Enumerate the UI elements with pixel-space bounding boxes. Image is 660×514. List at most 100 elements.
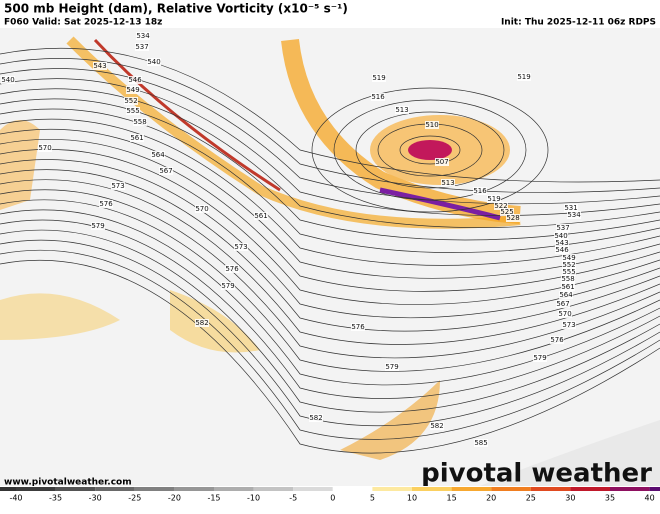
contour-label: 579 (221, 282, 234, 290)
label-bg (126, 107, 140, 115)
label-bg (91, 222, 105, 230)
colorbar-tick-label: -20 (168, 494, 181, 503)
colorbar-tick-label: 40 (645, 494, 655, 503)
contour-label: 537 (135, 43, 148, 51)
label-bg (558, 310, 572, 318)
contour-line (0, 239, 660, 427)
contour-label: 537 (556, 224, 569, 232)
contour-line (0, 169, 660, 332)
label-bg (562, 261, 576, 269)
vorticity-core (379, 187, 501, 221)
contour-label: 516 (371, 93, 385, 101)
label-bg (385, 363, 399, 371)
label-bg (254, 212, 268, 220)
colorbar-cell (332, 487, 373, 491)
contour-label: 570 (558, 310, 571, 318)
colorbar-tick-label: -25 (128, 494, 141, 503)
contour-label: 549 (126, 86, 139, 94)
land-shade (0, 28, 660, 486)
colorbar-cell (174, 487, 214, 491)
contour-label: 576 (351, 323, 365, 331)
contour-line (0, 189, 660, 359)
label-bg (133, 118, 147, 126)
colorbar-tick-label: 5 (370, 494, 375, 503)
contour-line (0, 78, 660, 216)
contour-label: 561 (254, 212, 267, 220)
label-bg (500, 208, 514, 216)
label-bg (225, 265, 239, 273)
contour-label: 543 (555, 239, 568, 247)
label-bg (395, 106, 409, 114)
colorbar-cell (134, 487, 175, 491)
colorbar-cell (649, 487, 660, 491)
contour-label: 558 (133, 118, 146, 126)
label-bg (111, 182, 125, 190)
vorticity-band (66, 36, 521, 229)
contour-label: 507 (435, 158, 448, 166)
colorbar-cell (570, 487, 610, 491)
colorbar-tick-label: 10 (407, 494, 417, 503)
height-contours (0, 47, 660, 454)
contour-ring (333, 99, 527, 201)
vorticity-area (170, 290, 260, 353)
label-bg (559, 291, 573, 299)
contour-line (0, 138, 660, 292)
contour-line (0, 249, 660, 440)
colorbar-cell (491, 487, 531, 491)
label-bg (494, 202, 508, 210)
colorbar-tick-label: -30 (89, 494, 102, 503)
contour-line (0, 128, 660, 279)
contour-label: 510 (425, 121, 438, 129)
colorbar-cell (451, 487, 492, 491)
label-bg (562, 254, 576, 262)
contour-label: 522 (494, 202, 507, 210)
contour-label: 531 (564, 204, 577, 212)
label-bg (425, 121, 439, 129)
colorbar-tick-label: 25 (526, 494, 536, 503)
contour-label: 567 (159, 167, 172, 175)
label-bg (38, 144, 52, 152)
contour-line (0, 108, 660, 253)
contour-line (0, 118, 660, 266)
contour-label: 540 (147, 58, 160, 66)
contour-label: 558 (561, 275, 574, 283)
contour-line (0, 58, 660, 193)
colorbar: -40-35-30-25-20-15-10-505101520253035404… (0, 486, 660, 510)
colorbar-tick-label: -5 (289, 494, 297, 503)
vorticity-max (408, 140, 452, 160)
contour-ring (399, 135, 461, 165)
label-bg (124, 97, 138, 105)
contour-line (0, 260, 660, 454)
label-bg (550, 336, 564, 344)
colorbar-cell (253, 487, 294, 491)
label-bg (561, 283, 575, 291)
contour-line (0, 98, 660, 241)
contour-label: 585 (474, 439, 487, 447)
label-bg (487, 195, 501, 203)
label-bg (506, 214, 520, 222)
colorbar-cell (16, 487, 56, 491)
label-bg (567, 211, 581, 219)
label-bg (517, 73, 531, 81)
contour-line (0, 229, 660, 413)
contour-label: 543 (93, 62, 106, 70)
label-bg (372, 74, 386, 82)
label-bg (441, 179, 455, 187)
colorbar-tick-label: 0 (330, 494, 335, 503)
contour-label: 528 (506, 214, 519, 222)
contour-label: 516 (473, 187, 487, 195)
label-bg (136, 32, 150, 40)
contour-label: 576 (99, 200, 113, 208)
vorticity-area (340, 380, 440, 460)
contour-label: 564 (151, 151, 165, 159)
contour-label: 573 (562, 321, 575, 329)
label-bg (430, 422, 444, 430)
contour-label: 513 (441, 179, 454, 187)
contour-line (0, 68, 660, 205)
contour-label: 561 (561, 283, 574, 291)
label-bg (309, 414, 323, 422)
contour-line (0, 179, 660, 345)
colorbar-cell (412, 487, 452, 491)
contour-label: 555 (562, 268, 575, 276)
